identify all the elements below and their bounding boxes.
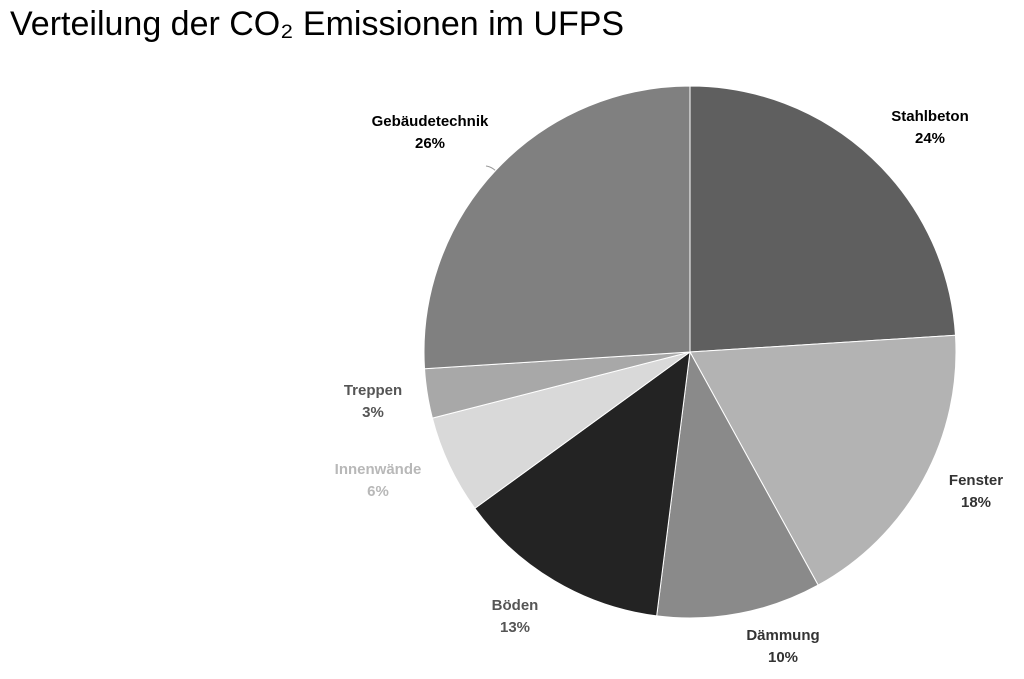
slice-value-label: 18% (961, 494, 991, 511)
slice-label: Böden (492, 597, 539, 614)
slice-label: Innenwände (335, 461, 422, 478)
slice-label: Dämmung (746, 627, 819, 644)
slice-value-label: 26% (415, 135, 445, 152)
pie-slice (474, 350, 691, 617)
slice-label: Gebäudetechnik (372, 113, 489, 130)
slice-label: Stahlbeton (891, 108, 969, 125)
slice-value-label: 6% (367, 483, 389, 500)
slice-label: Fenster (949, 472, 1003, 489)
slice-value-label: 10% (768, 649, 798, 666)
pie-slice (423, 85, 691, 370)
slice-value-label: 24% (915, 130, 945, 147)
slice-label: Treppen (344, 382, 402, 399)
slice-value-label: 13% (500, 619, 530, 636)
pie-slice (689, 85, 957, 353)
pie-slice (689, 334, 957, 586)
slice-value-label: 3% (362, 404, 384, 421)
chart-title: Verteilung der CO₂ Emissionen im UFPS (10, 5, 624, 43)
pie-slice (656, 350, 819, 619)
